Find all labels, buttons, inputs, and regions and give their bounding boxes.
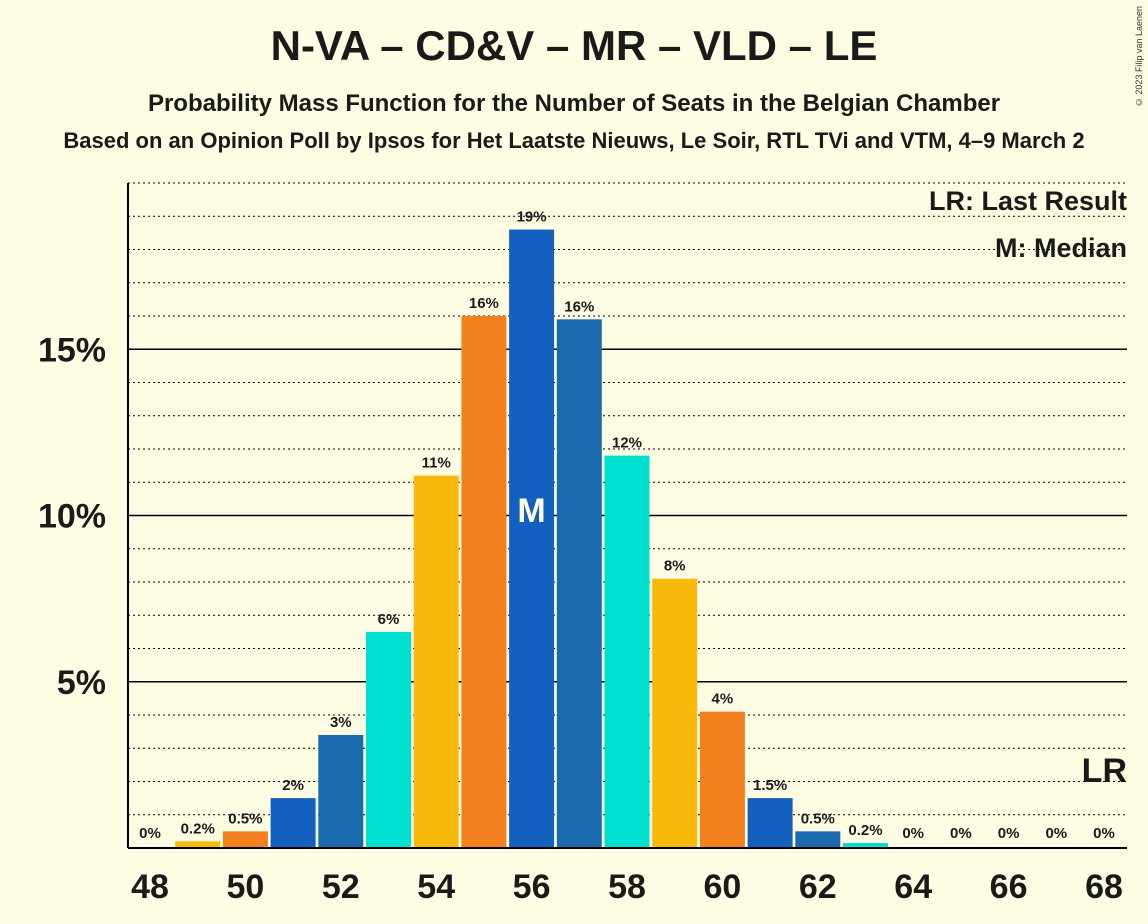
- x-tick-label: 56: [513, 868, 551, 906]
- x-tick-label: 54: [417, 868, 455, 906]
- x-tick-label: 66: [990, 868, 1028, 906]
- y-tick-label: 10%: [38, 498, 106, 536]
- bar-seat-51: [270, 798, 316, 848]
- data-label: 0.5%: [801, 810, 835, 827]
- bar-seat-49: [175, 841, 221, 848]
- legend-layer: LR: Last Result M: Median: [929, 186, 1127, 263]
- x-tick-label: 68: [1085, 868, 1123, 906]
- bar-seat-60: [699, 711, 745, 848]
- x-tick-label: 60: [703, 868, 741, 906]
- data-label: 8%: [664, 558, 686, 575]
- grid-layer: 5% 10% 15%: [38, 182, 1127, 816]
- bar-seat-54: [413, 475, 459, 848]
- bar-seat-50: [222, 831, 268, 848]
- x-tick-label: 50: [226, 868, 264, 906]
- data-label: 0%: [998, 825, 1020, 842]
- data-label: 19%: [517, 209, 547, 226]
- last-result-marker: LR: [1082, 752, 1127, 790]
- chart-title: N-VA – CD&V – MR – VLD – LE: [270, 22, 878, 69]
- data-label: 2%: [282, 777, 304, 794]
- data-label: 11%: [422, 455, 451, 472]
- data-label: 0%: [1093, 825, 1115, 842]
- median-marker: M: [517, 492, 545, 530]
- y-tick-label: 5%: [57, 664, 106, 702]
- chart-subtitle: Probability Mass Function for the Number…: [147, 90, 1001, 117]
- data-label: 6%: [378, 611, 400, 628]
- x-tick-label: 48: [131, 868, 169, 906]
- bar-seat-56: [509, 229, 555, 849]
- data-label: 0%: [902, 825, 924, 842]
- data-label: 0.2%: [181, 820, 215, 837]
- chart-source: Based on an Opinion Poll by Ipsos for He…: [63, 128, 1085, 153]
- bar-seat-61: [747, 798, 793, 848]
- bar-seat-55: [461, 316, 507, 848]
- data-label: 0%: [950, 825, 972, 842]
- data-label: 1.5%: [753, 777, 787, 794]
- data-label: 3%: [330, 714, 352, 731]
- legend-median: M: Median: [995, 233, 1127, 263]
- bar-seat-53: [366, 631, 411, 848]
- x-tick-label: 58: [608, 868, 646, 906]
- bar-layer: 0% 0.2% 0.5% 2% 3% 6% 11% 16% 19% M 16% 12% 8% 4% 1.5%…: [139, 209, 1127, 849]
- data-label: 0.2%: [848, 822, 882, 839]
- bar-seat-57: [556, 319, 602, 848]
- bar-seat-52: [318, 734, 364, 848]
- legend-last-result: LR: Last Result: [929, 186, 1127, 216]
- y-tick-label: 15%: [38, 331, 106, 369]
- data-label: 0%: [139, 825, 161, 842]
- data-label: 16%: [564, 298, 594, 315]
- x-tick-label: 62: [799, 868, 837, 906]
- data-label: 4%: [712, 691, 734, 708]
- bar-seat-59: [652, 578, 698, 848]
- data-label: 0.5%: [228, 810, 262, 827]
- data-label: 0%: [1045, 825, 1067, 842]
- data-label: 12%: [612, 435, 642, 452]
- bar-seat-63: [843, 843, 888, 848]
- axis-layer: 48 50 52 54 56 58 60 62 64 66 68: [127, 183, 1127, 906]
- bar-seat-58: [604, 455, 650, 848]
- chart-source-wrapper: Based on an Opinion Poll by Ipsos for He…: [0, 128, 1148, 154]
- x-tick-label: 52: [322, 868, 360, 906]
- bar-seat-62: [795, 831, 841, 848]
- x-tick-label: 64: [894, 868, 932, 906]
- data-label: 16%: [469, 295, 499, 312]
